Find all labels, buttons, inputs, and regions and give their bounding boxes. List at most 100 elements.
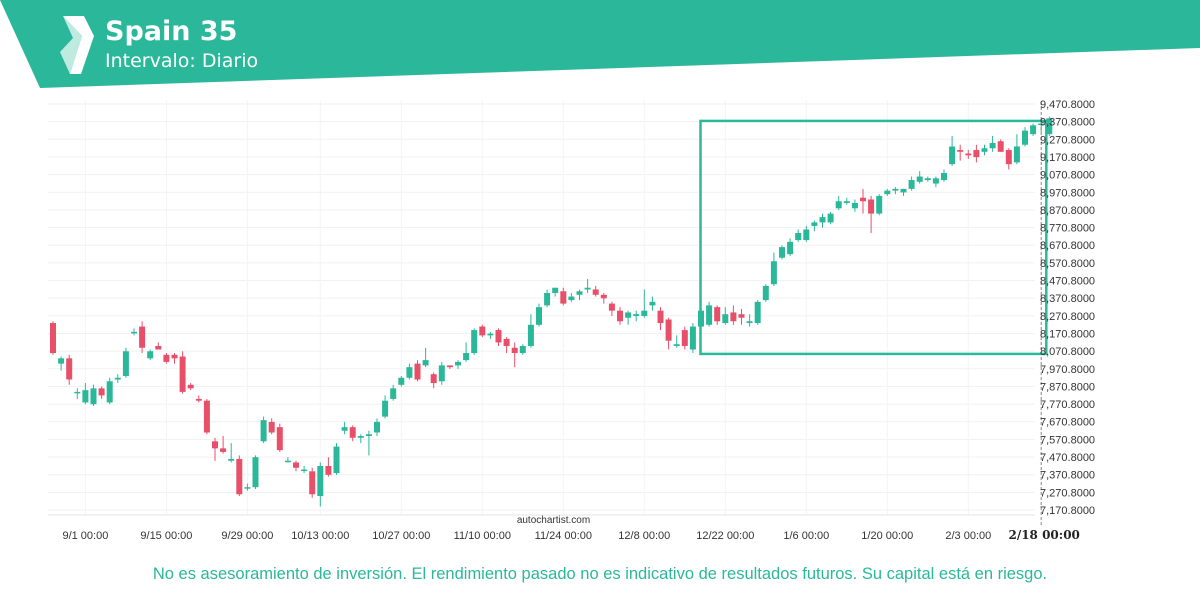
candle-body bbox=[868, 199, 875, 214]
candle-body bbox=[689, 326, 696, 350]
candle bbox=[819, 213, 826, 228]
candle bbox=[527, 314, 534, 348]
candle-body bbox=[576, 291, 583, 295]
candle-body bbox=[398, 377, 405, 385]
candle-body bbox=[406, 367, 413, 378]
candle bbox=[714, 305, 721, 325]
candle-body bbox=[649, 301, 656, 306]
candle bbox=[1005, 148, 1012, 170]
candle bbox=[730, 305, 737, 325]
candle-body bbox=[228, 458, 235, 461]
candle bbox=[835, 195, 842, 211]
candle bbox=[762, 284, 769, 302]
candle bbox=[673, 335, 680, 348]
y-tick-label: 9,370.8000 bbox=[1040, 117, 1095, 129]
candle bbox=[349, 425, 356, 442]
candle-body bbox=[544, 293, 551, 306]
x-tick-label: 2/18 00:00 bbox=[1008, 528, 1079, 542]
candle-body bbox=[876, 195, 883, 214]
candle-body bbox=[212, 441, 218, 449]
candle-body bbox=[187, 384, 194, 389]
candle bbox=[811, 220, 818, 232]
y-tick-label: 8,070.8000 bbox=[1040, 346, 1095, 358]
y-tick-label: 9,470.8000 bbox=[1040, 99, 1095, 111]
candle bbox=[276, 423, 283, 452]
candle bbox=[1022, 127, 1028, 147]
candle-body bbox=[746, 321, 753, 324]
candle-body bbox=[357, 436, 364, 438]
candle bbox=[179, 351, 186, 394]
candle bbox=[787, 238, 794, 256]
y-tick-label: 7,670.8000 bbox=[1040, 417, 1095, 429]
x-tick-label: 1/20 00:00 bbox=[861, 530, 913, 542]
candle bbox=[965, 150, 972, 159]
candle-body bbox=[82, 390, 89, 403]
candle bbox=[325, 457, 332, 477]
candle bbox=[430, 372, 437, 389]
candle bbox=[268, 418, 275, 435]
candle-body bbox=[641, 310, 648, 316]
candle-body bbox=[584, 287, 591, 290]
candle-body bbox=[1022, 130, 1028, 145]
candle-body bbox=[973, 150, 980, 158]
candle bbox=[560, 287, 567, 306]
candle bbox=[341, 421, 348, 435]
candle-body bbox=[163, 354, 170, 362]
candle-body bbox=[568, 296, 575, 301]
y-tick-label: 8,770.8000 bbox=[1040, 223, 1095, 235]
candle-body bbox=[981, 148, 988, 152]
candle-body bbox=[455, 361, 461, 366]
candle-body bbox=[422, 360, 429, 366]
candle bbox=[487, 331, 494, 339]
candle bbox=[365, 430, 372, 456]
candle bbox=[301, 466, 308, 474]
candle-body bbox=[98, 388, 105, 396]
candle bbox=[309, 467, 316, 498]
candlestick-chart[interactable]: 9,470.8000 9,370.8000 9,270.8000 9,170.8000… bbox=[0, 90, 1200, 560]
candle bbox=[66, 354, 73, 385]
x-tick-label: 9/29 00:00 bbox=[221, 530, 273, 542]
candle bbox=[803, 225, 810, 242]
candle-body bbox=[600, 294, 607, 299]
y-tick-label: 8,970.8000 bbox=[1040, 187, 1095, 199]
candle bbox=[406, 363, 413, 380]
candle bbox=[592, 285, 599, 297]
candle-body bbox=[681, 330, 688, 346]
candle-body bbox=[536, 307, 542, 325]
candle-body bbox=[884, 190, 891, 195]
candle-body bbox=[965, 153, 972, 156]
candle-body bbox=[430, 374, 437, 384]
candle bbox=[1013, 134, 1020, 165]
x-tick-label: 1/6 00:00 bbox=[783, 530, 829, 542]
candle-body bbox=[811, 222, 818, 226]
candle bbox=[333, 443, 340, 475]
candle-body bbox=[795, 233, 802, 241]
candle bbox=[260, 416, 267, 444]
candle-body bbox=[843, 201, 850, 203]
candle-body bbox=[382, 400, 389, 417]
candle-body bbox=[301, 469, 308, 472]
candle bbox=[455, 360, 461, 369]
candle-body bbox=[900, 188, 907, 193]
candle-body bbox=[1005, 150, 1012, 165]
candle bbox=[122, 347, 129, 378]
candle-body bbox=[106, 381, 113, 403]
candle bbox=[795, 229, 802, 242]
candle-body bbox=[90, 388, 97, 405]
y-tick-label: 7,170.8000 bbox=[1040, 505, 1095, 517]
y-tick-label: 8,270.8000 bbox=[1040, 311, 1095, 323]
candle-body bbox=[730, 312, 737, 322]
candle-body bbox=[738, 314, 745, 318]
candle-body bbox=[608, 303, 615, 311]
disclaimer-text: No es asesoramiento de inversión. El ren… bbox=[152, 565, 1048, 583]
candle-body bbox=[924, 178, 931, 181]
candle-body bbox=[625, 312, 632, 318]
candle bbox=[576, 289, 583, 301]
candle bbox=[1046, 116, 1053, 136]
y-tick-label: 7,270.8000 bbox=[1040, 487, 1095, 499]
candle-body bbox=[155, 345, 162, 350]
candle-body bbox=[309, 471, 316, 495]
candle-body bbox=[1013, 146, 1020, 163]
candle-body bbox=[414, 363, 421, 380]
chart-title: Spain 35 bbox=[105, 16, 238, 47]
